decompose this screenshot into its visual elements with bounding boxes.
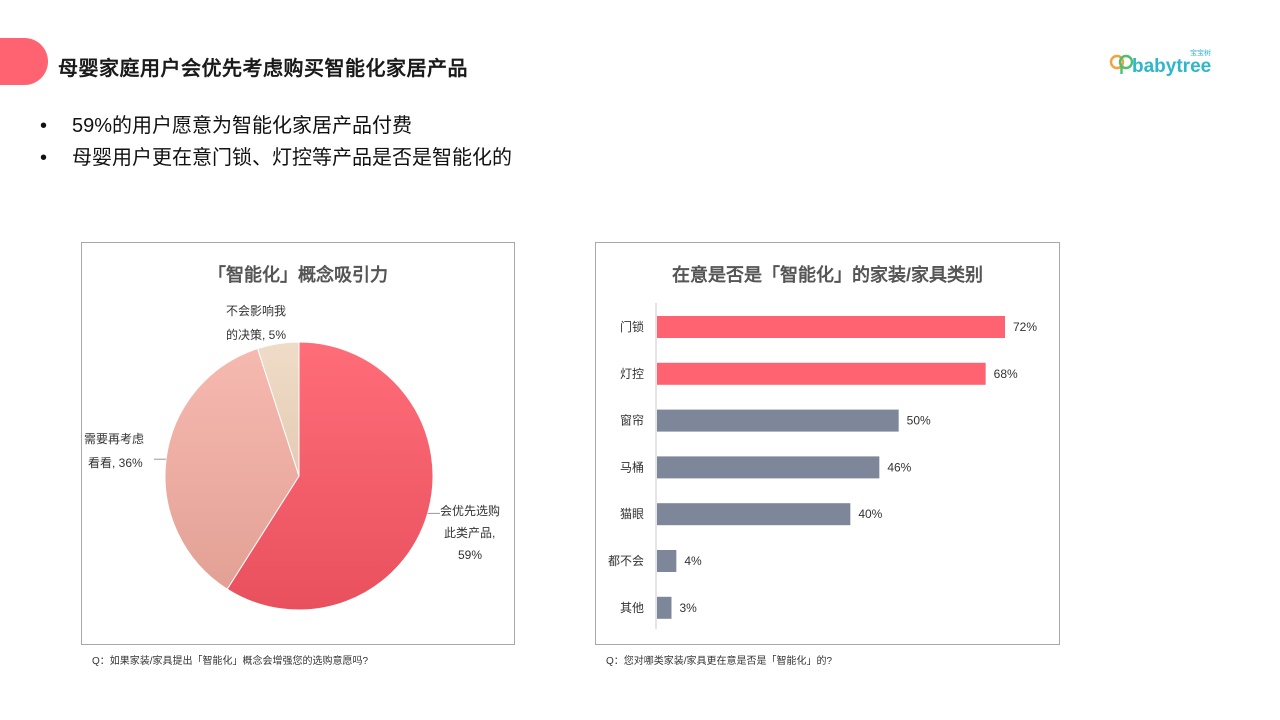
bar (657, 362, 986, 385)
pie-slice (256, 341, 300, 477)
bar-value-label: 4% (684, 554, 702, 568)
bullet-list: 59%的用户愿意为智能化家居产品付费 母婴用户更在意门锁、灯控等产品是否是智能化… (40, 110, 512, 174)
bar-category-label: 门锁 (620, 319, 644, 334)
tree-icon (1109, 54, 1134, 74)
title-accent-pill (0, 38, 48, 85)
bar-value-label: 3% (680, 601, 698, 615)
bar-value-label: 40% (858, 507, 882, 521)
pie-slice-label: 不会影响我 (226, 303, 286, 318)
bullet-item: 59%的用户愿意为智能化家居产品付费 (40, 110, 512, 142)
bar-category-label: 其他 (620, 601, 644, 615)
pie-chart-title: 「智能化」概念吸引力 (208, 265, 388, 285)
bar-value-label: 72% (1013, 320, 1037, 334)
pie-chart-panel: 「智能化」概念吸引力 会优先选购此类产品, 59% 需要再考虑看看, 36% 不会影响… (81, 242, 515, 645)
pie-slice-label: 此类产品, (444, 526, 495, 540)
bar-chart: 门锁 72% 灯控 68% 窗帘 50% 马桶 46% 猫眼 40% 都不会 4% 其他 3% (608, 303, 1037, 629)
bar (657, 596, 672, 619)
bar-footnote: Q：您对哪类家装/家具更在意是否是「智能化」的? (606, 656, 833, 667)
pie-slice-label: 会优先选购 (440, 503, 500, 518)
bar-category-label: 灯控 (620, 367, 644, 381)
bar-category-label: 马桶 (620, 459, 644, 474)
pie-slice-label: 的决策, 5% (226, 327, 286, 342)
pie-footnote: Q：如果家装/家具提出「智能化」概念会增强您的选购意愿吗? (92, 656, 369, 667)
bar (657, 503, 851, 526)
pie-slice-label: 59% (458, 548, 482, 562)
bar (657, 316, 1005, 338)
bar-category-label: 都不会 (608, 554, 644, 568)
bar-value-label: 46% (887, 460, 911, 474)
bullet-item: 母婴用户更在意门锁、灯控等产品是否是智能化的 (40, 142, 512, 174)
babytree-logo: 宝宝树 babytree (1109, 48, 1211, 77)
logo-small-text: 宝宝树 (1190, 48, 1211, 57)
pie-slice-label: 需要再考虑 (84, 432, 144, 446)
bar-value-label: 68% (994, 367, 1018, 381)
bar (657, 550, 677, 572)
pie-slice-label: 看看, 36% (88, 456, 143, 470)
bar (657, 409, 899, 432)
slide-title: 母婴家庭用户会优先考虑购买智能化家居产品 (58, 58, 468, 80)
bar-chart-title: 在意是否是「智能化」的家装/家具类别 (672, 265, 983, 285)
bar-chart-panel: 在意是否是「智能化」的家装/家具类别 门锁 72% 灯控 68% 窗帘 50% 马桶 46% 猫… (595, 242, 1060, 645)
bar-value-label: 50% (907, 414, 931, 428)
bar-category-label: 猫眼 (620, 507, 644, 521)
bar-category-label: 窗帘 (620, 413, 644, 428)
logo-text: babytree (1132, 56, 1211, 77)
pie-slice (226, 341, 434, 611)
bar (657, 456, 880, 479)
